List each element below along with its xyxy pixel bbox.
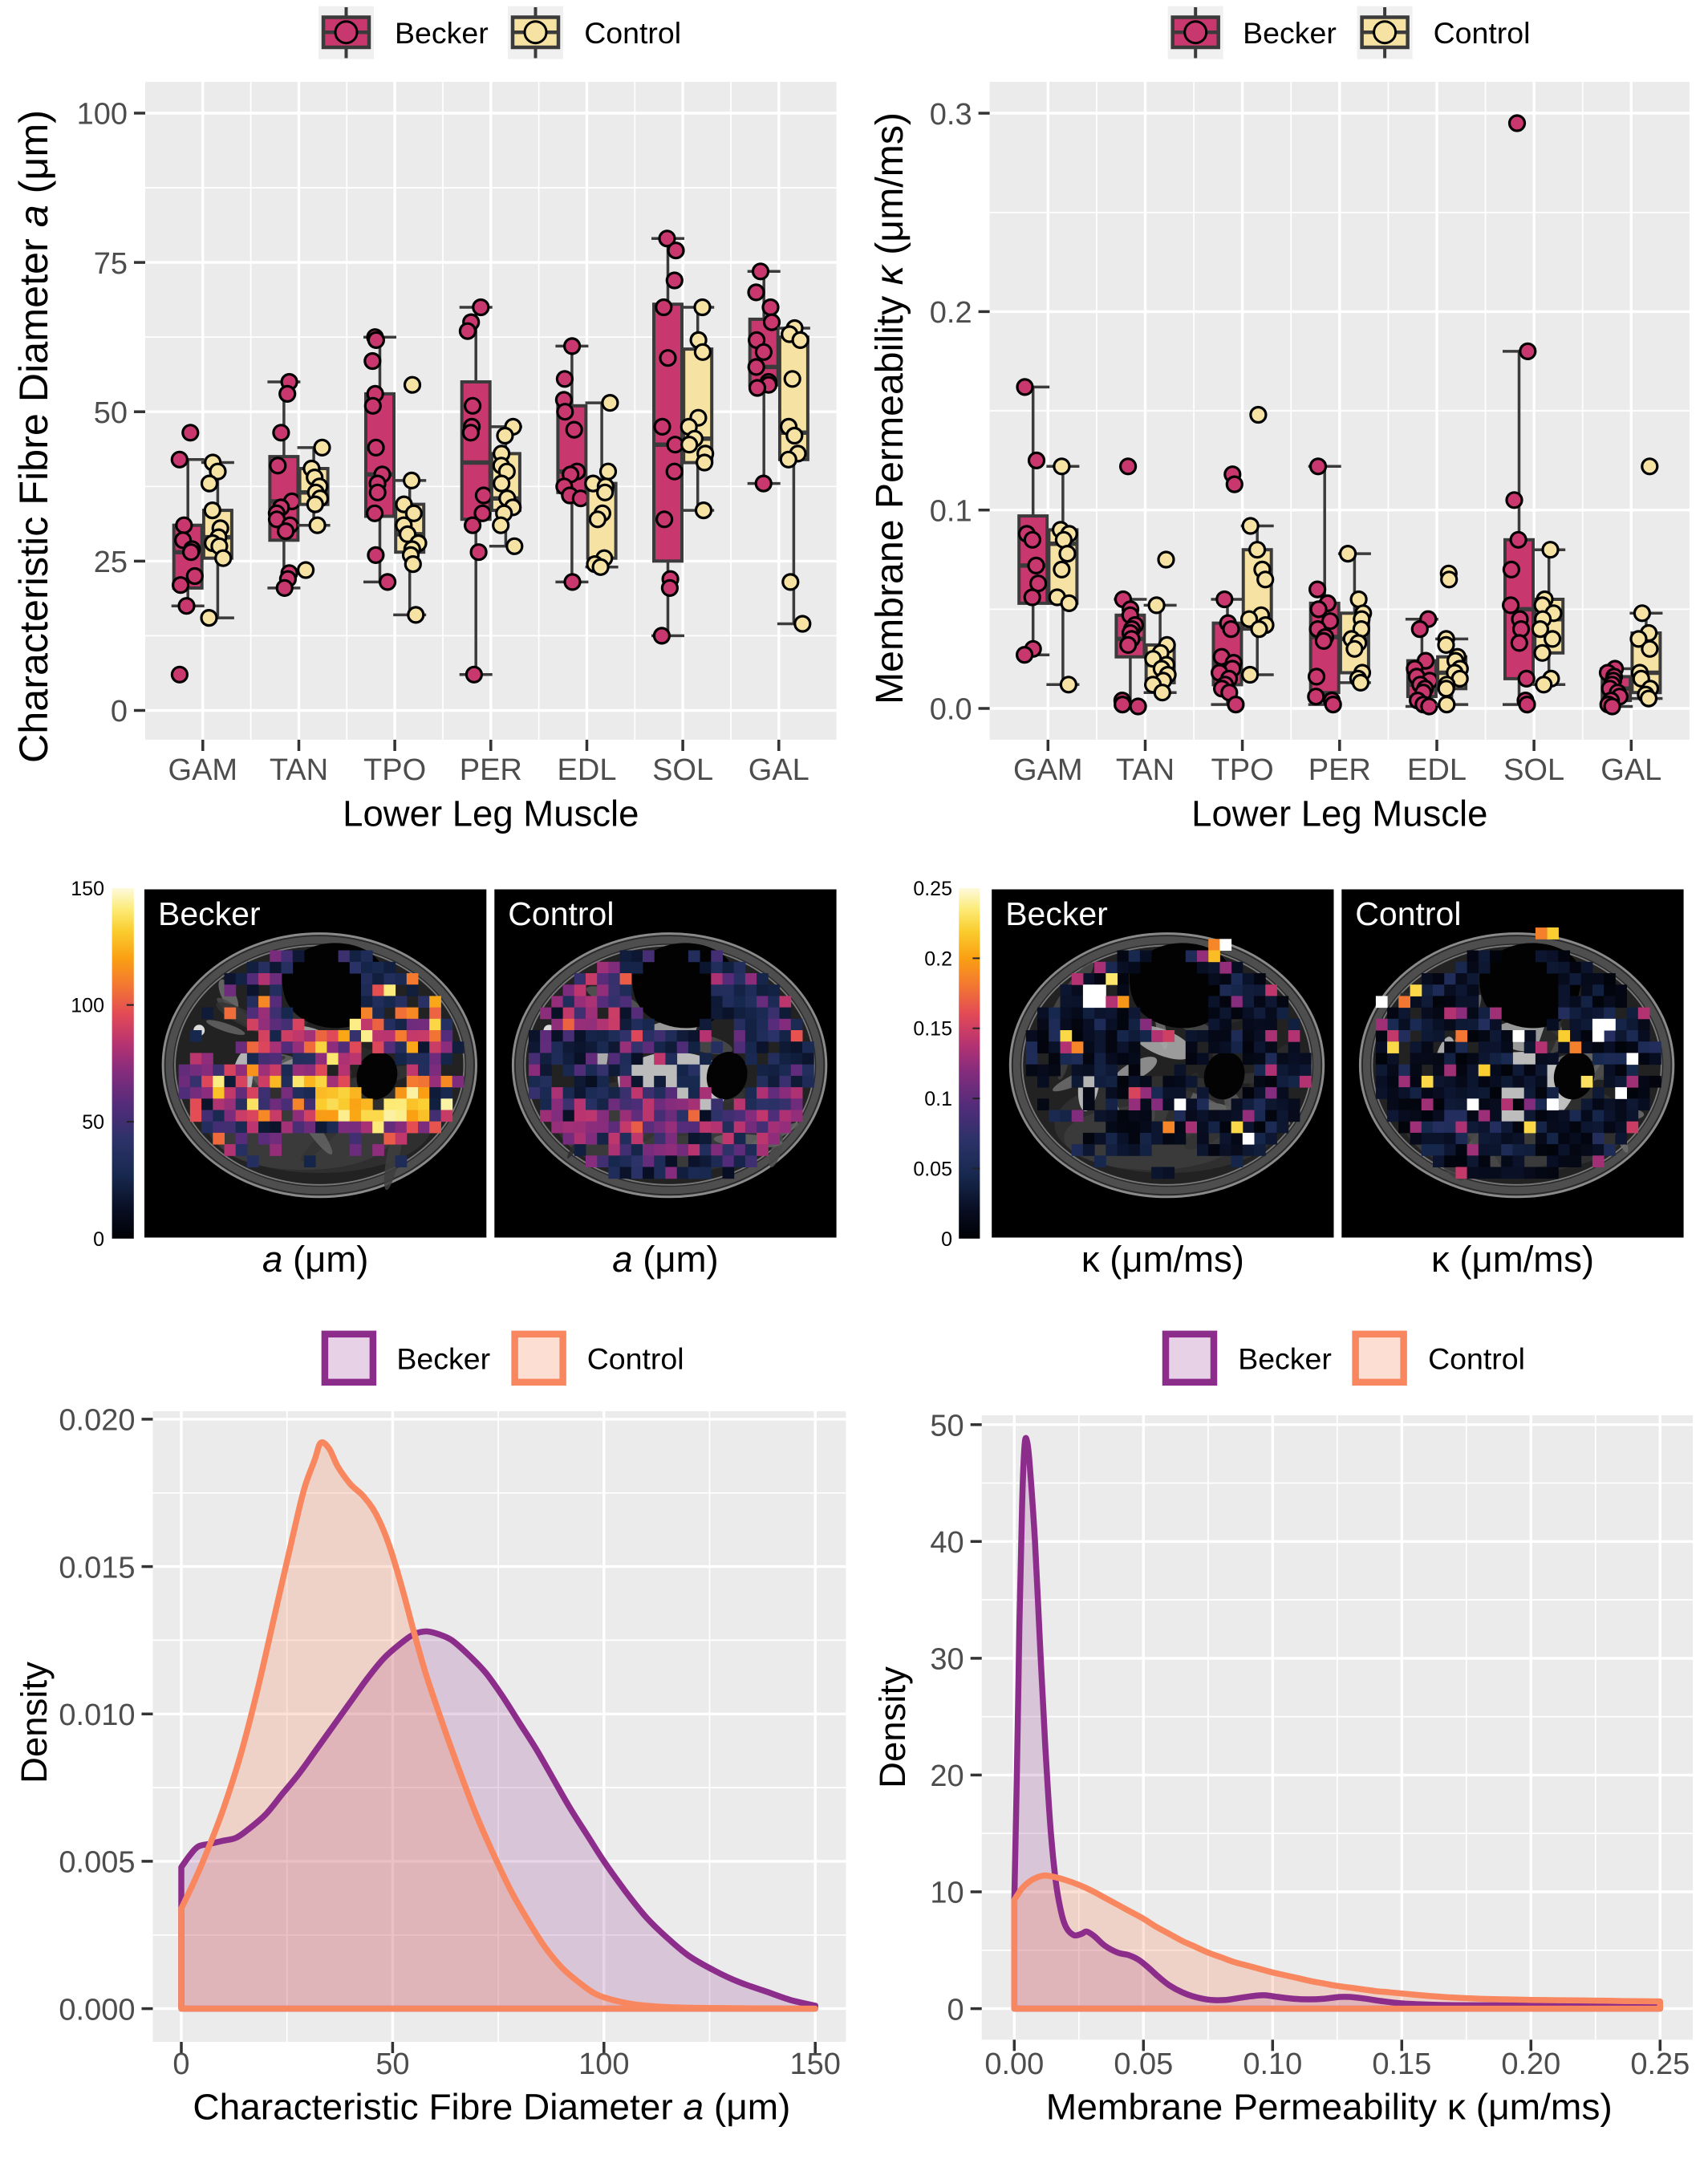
svg-text:0: 0 [172,2047,189,2081]
svg-text:TPO: TPO [1211,753,1274,787]
svg-text:0: 0 [111,695,128,728]
svg-text:50: 50 [94,396,128,430]
svg-text:Control: Control [1428,1341,1525,1375]
svg-text:SOL: SOL [652,753,713,787]
svg-text:0.010: 0.010 [59,1698,135,1732]
svg-text:Becker: Becker [1005,895,1108,932]
svg-text:0.25: 0.25 [1630,2047,1690,2081]
svg-text:a (μm): a (μm) [612,1239,718,1280]
svg-text:a (μm): a (μm) [262,1239,368,1280]
svg-text:0.05: 0.05 [913,1158,952,1180]
svg-text:Control: Control [587,1341,684,1375]
svg-text:EDL: EDL [1407,753,1467,787]
svg-text:50: 50 [375,2047,409,2081]
svg-text:75: 75 [94,247,128,281]
svg-text:0.000: 0.000 [59,1993,135,2027]
svg-text:Characteristic Fibre Diameter: Characteristic Fibre Diameter a (μm) [193,2087,790,2128]
svg-text:0: 0 [93,1228,104,1251]
svg-text:GAL: GAL [1600,753,1661,787]
svg-text:TAN: TAN [1116,753,1175,787]
svg-text:PER: PER [1308,753,1371,787]
svg-text:Density: Density [14,1662,55,1784]
svg-text:EDL: EDL [558,753,617,787]
svg-text:Characteristic Fibre Diameter: Characteristic Fibre Diameter a (μm) [11,110,56,763]
svg-text:Becker: Becker [395,16,489,50]
svg-text:20: 20 [930,1759,964,1793]
svg-text:Density: Density [872,1666,913,1788]
svg-text:100: 100 [71,995,104,1017]
svg-text:0.005: 0.005 [59,1846,135,1880]
svg-text:Lower Leg Muscle: Lower Leg Muscle [1191,793,1487,834]
svg-text:Control: Control [1434,16,1531,50]
svg-text:0.1: 0.1 [924,1088,952,1110]
svg-text:TAN: TAN [270,753,328,787]
svg-text:0.00: 0.00 [984,2047,1044,2081]
svg-text:κ (μm/ms): κ (μm/ms) [1431,1239,1594,1280]
svg-text:Becker: Becker [1243,16,1337,50]
svg-text:Membrane Permeability κ (μm/ms: Membrane Permeability κ (μm/ms) [869,112,911,704]
svg-text:0.1: 0.1 [930,494,972,528]
svg-text:0.2: 0.2 [930,296,972,330]
svg-text:PER: PER [460,753,522,787]
svg-text:GAM: GAM [1013,753,1083,787]
svg-text:Control: Control [1355,895,1461,932]
svg-text:Control: Control [584,16,681,50]
svg-text:100: 100 [578,2047,629,2081]
svg-text:0: 0 [947,1993,964,2027]
svg-text:0.2: 0.2 [924,948,952,970]
svg-text:30: 30 [930,1643,964,1677]
svg-text:Membrane Permeability κ (μm/ms: Membrane Permeability κ (μm/ms) [1046,2087,1613,2128]
svg-text:κ (μm/ms): κ (μm/ms) [1081,1239,1244,1280]
svg-text:SOL: SOL [1503,753,1564,787]
svg-text:10: 10 [930,1877,964,1910]
svg-text:0.25: 0.25 [913,878,952,900]
svg-text:Lower Leg Muscle: Lower Leg Muscle [343,793,639,834]
svg-text:150: 150 [789,2047,840,2081]
svg-text:0.20: 0.20 [1501,2047,1560,2081]
svg-text:150: 150 [71,878,104,900]
svg-text:Becker: Becker [396,1341,490,1375]
svg-text:50: 50 [930,1409,964,1443]
svg-text:Becker: Becker [158,895,261,932]
svg-text:GAM: GAM [168,753,238,787]
svg-text:0.05: 0.05 [1114,2047,1173,2081]
svg-text:25: 25 [94,546,128,579]
svg-text:Control: Control [508,895,614,932]
svg-text:0: 0 [941,1228,952,1251]
svg-text:TPO: TPO [363,753,426,787]
svg-text:50: 50 [82,1111,104,1134]
svg-text:0.020: 0.020 [59,1404,135,1438]
svg-text:GAL: GAL [749,753,809,787]
svg-text:40: 40 [930,1526,964,1560]
svg-text:100: 100 [77,98,128,132]
svg-text:Becker: Becker [1238,1341,1332,1375]
svg-text:0.10: 0.10 [1243,2047,1302,2081]
svg-text:0.15: 0.15 [1372,2047,1431,2081]
svg-text:0.015: 0.015 [59,1551,135,1585]
svg-text:0.0: 0.0 [930,693,972,727]
svg-text:0.3: 0.3 [930,98,972,132]
svg-text:0.15: 0.15 [913,1018,952,1041]
